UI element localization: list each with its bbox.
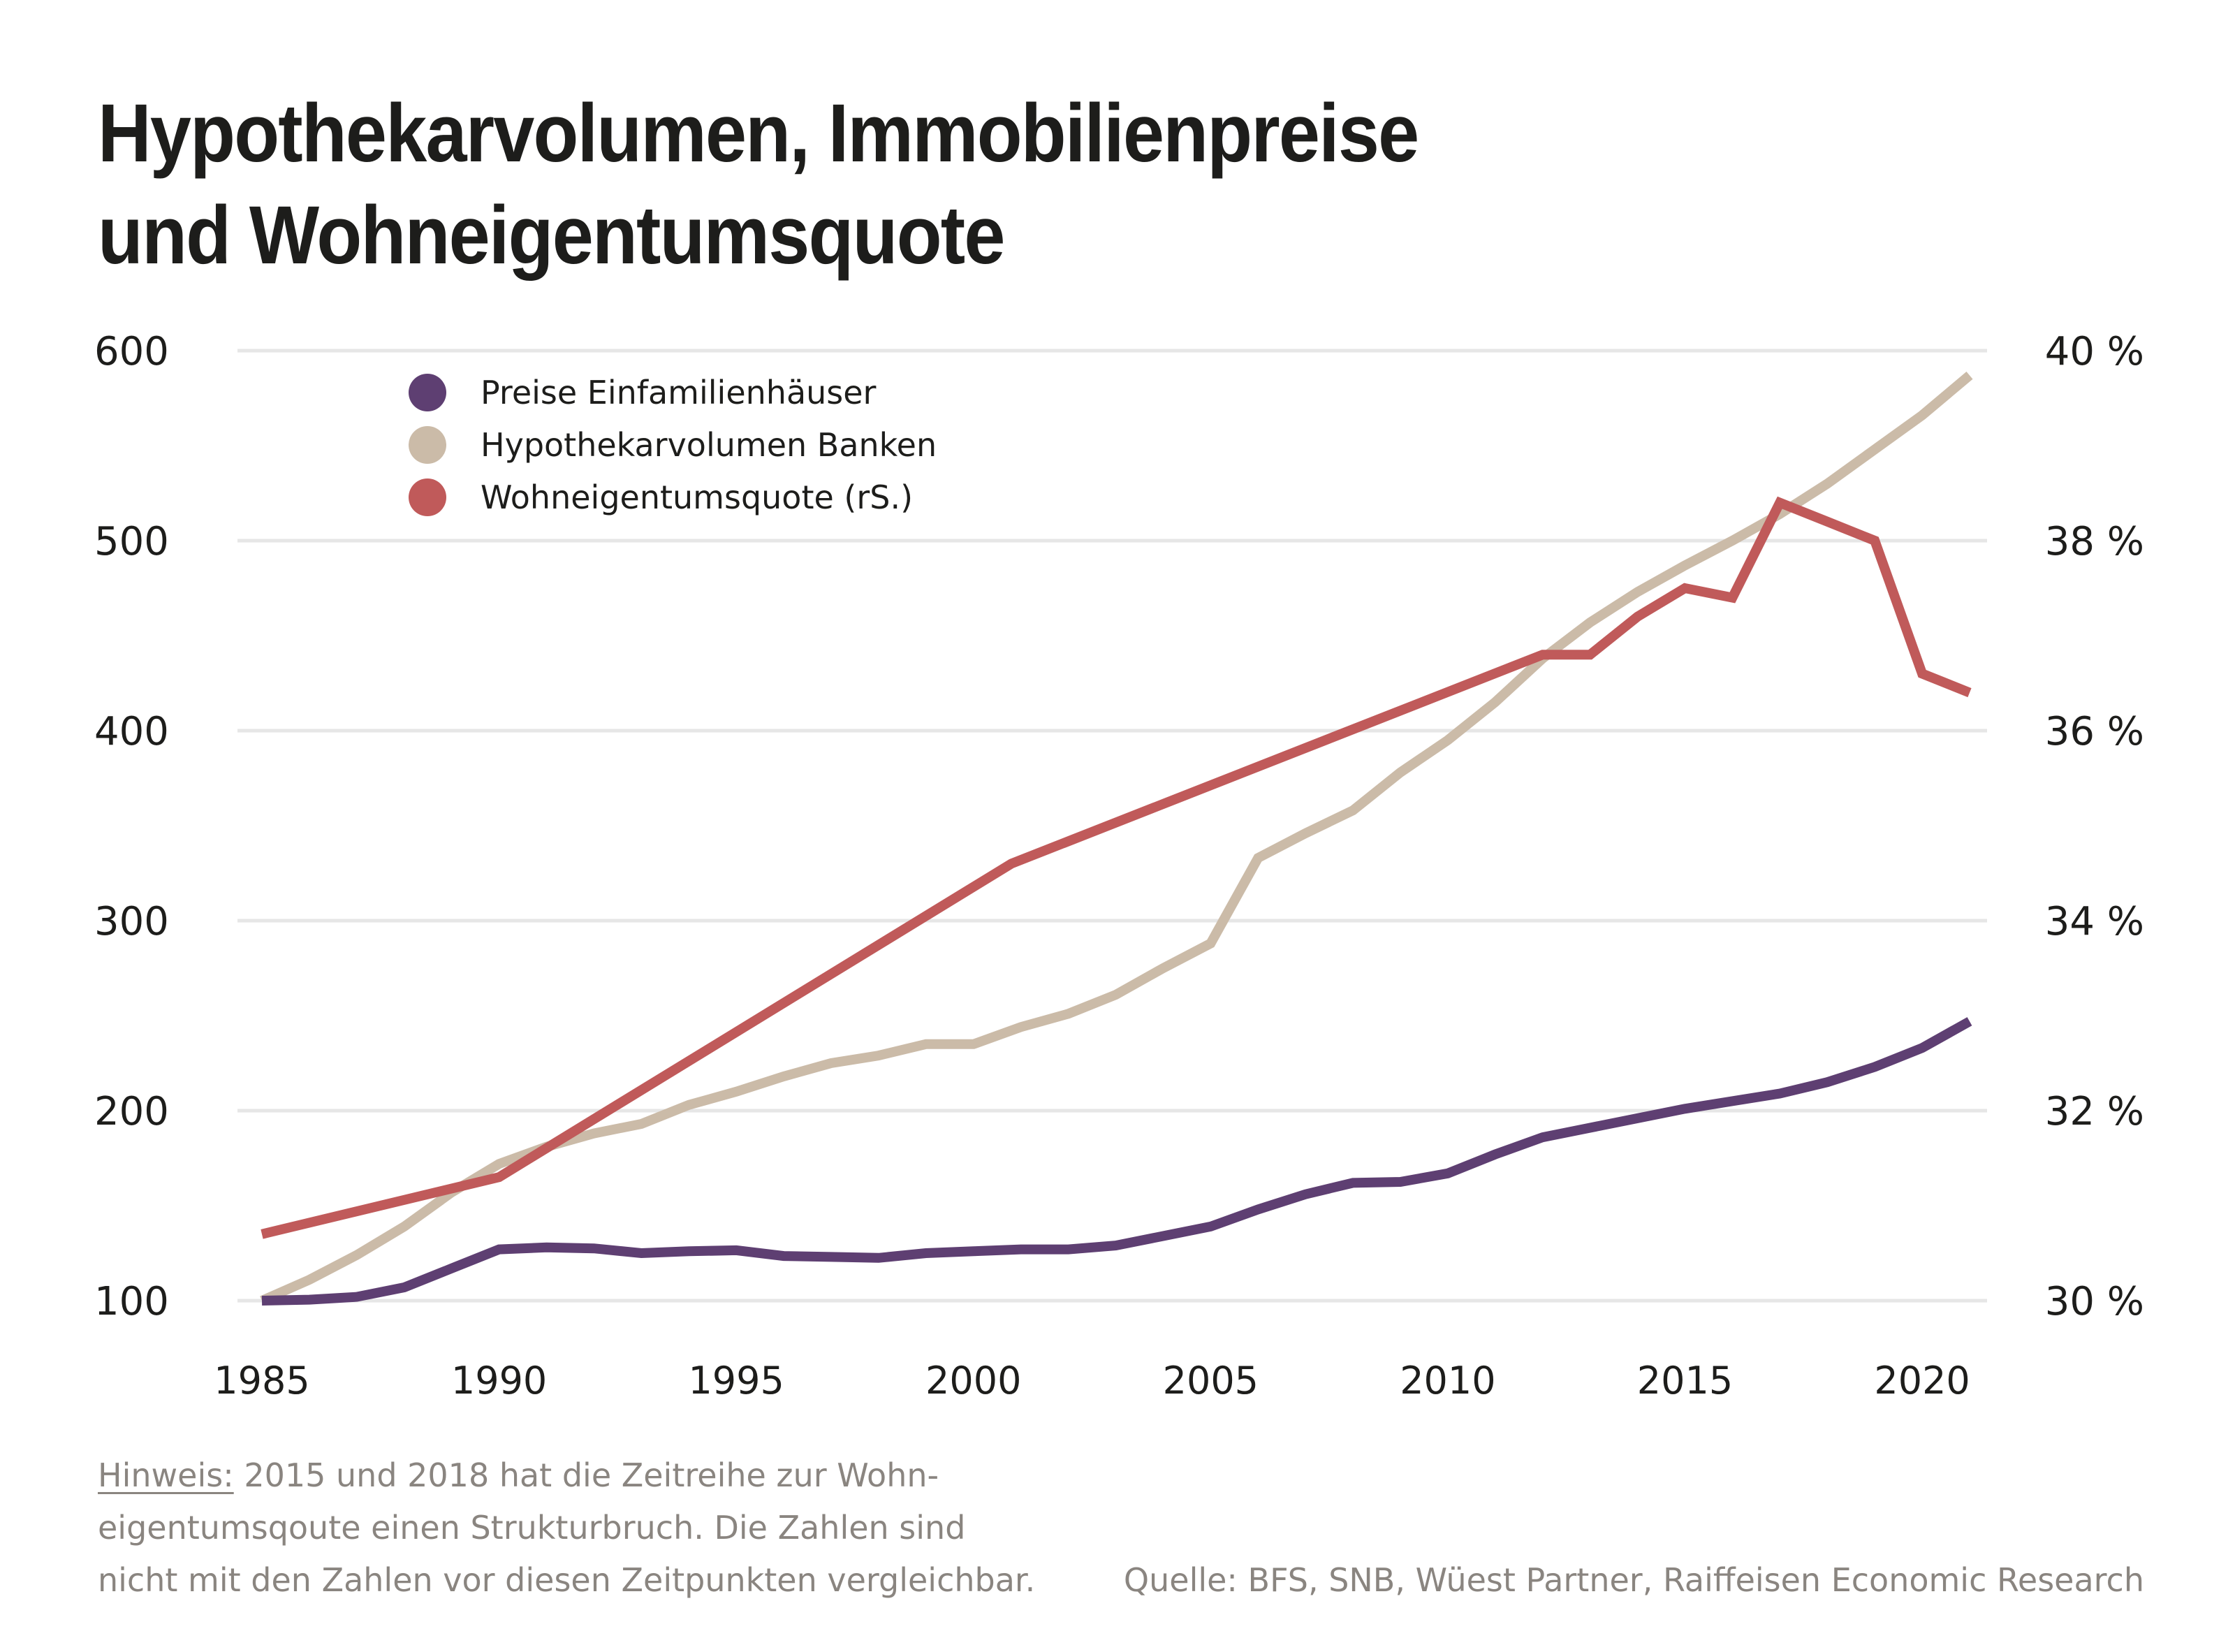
chart-title-line-2: und Wohneigentumsquote xyxy=(98,189,1005,282)
chart-title-line-1: Hypothekarvolumen, Immobilienpreise xyxy=(98,87,1419,180)
legend-marker-icon xyxy=(409,374,446,411)
y-tick-label-left: 600 xyxy=(94,329,169,374)
legend-marker-icon xyxy=(409,426,446,464)
gridlines xyxy=(237,349,1987,1303)
legend-label: Preise Einfamilienhäuser xyxy=(481,374,877,411)
x-tick-label: 2015 xyxy=(1637,1359,1733,1403)
y-tick-label-left: 300 xyxy=(94,899,169,944)
y-tick-label-left: 500 xyxy=(94,519,169,564)
legend-label: Hypothekarvolumen Banken xyxy=(481,426,937,464)
footnote-line-1: Hinweis: 2015 und 2018 hat die Zeitreihe… xyxy=(98,1449,1076,1502)
x-tick-label: 1985 xyxy=(214,1359,309,1403)
y-tick-label-right: 38 % xyxy=(2045,519,2144,564)
x-tick-label: 2000 xyxy=(925,1359,1021,1403)
y-tick-label-right: 32 % xyxy=(2045,1089,2144,1134)
source-note: Quelle: BFS, SNB, Wüest Partner, Raiffei… xyxy=(1123,1561,2144,1599)
series-line-preise-einfamilienh-user xyxy=(261,1017,1972,1306)
x-tick-label: 1990 xyxy=(451,1359,547,1403)
x-axis: 1985 1990 1995 2000 2005 2010 2015 2020 xyxy=(214,1359,1970,1403)
footnote-text-1: 2015 und 2018 hat die Zeitreihe zur Wohn… xyxy=(233,1456,939,1494)
x-tick-label: 2010 xyxy=(1400,1359,1495,1403)
footnote-line-2: eigentumsqoute einen Strukturbruch. Die … xyxy=(98,1509,966,1547)
footnote-label: Hinweis: xyxy=(98,1456,234,1494)
y-tick-label-left: 100 xyxy=(94,1279,169,1324)
y-axis-right: 30 % 32 % 34 % 36 % 38 % 40 % xyxy=(2045,329,2144,1324)
y-tick-label-right: 36 % xyxy=(2045,709,2144,754)
series-lines xyxy=(260,372,1973,1306)
legend-label: Wohneigentumsquote (rS.) xyxy=(481,478,913,516)
legend-marker-icon xyxy=(409,478,446,516)
x-tick-label: 1995 xyxy=(688,1359,784,1403)
y-tick-label-right: 40 % xyxy=(2045,329,2144,374)
y-tick-label-right: 30 % xyxy=(2045,1279,2144,1324)
footnote: Hinweis: 2015 und 2018 hat die Zeitreihe… xyxy=(98,1449,1076,1607)
footnote-line-3: nicht mit den Zahlen vor diesen Zeitpunk… xyxy=(98,1561,1036,1599)
y-tick-label-right: 34 % xyxy=(2045,899,2144,944)
y-tick-label-left: 200 xyxy=(94,1089,169,1134)
legend: Preise Einfamilienhäuser Hypothekarvolume… xyxy=(409,374,937,516)
series-line-wohneigentumsquote-rs xyxy=(261,496,1972,1239)
x-tick-label: 2005 xyxy=(1163,1359,1259,1403)
y-tick-label-left: 400 xyxy=(94,709,169,754)
chart-title: Hypothekarvolumen, Immobilienpreise und … xyxy=(98,82,1419,286)
x-tick-label: 2020 xyxy=(1874,1359,1970,1403)
y-axis-left: 100 200 300 400 500 600 xyxy=(94,329,169,1324)
